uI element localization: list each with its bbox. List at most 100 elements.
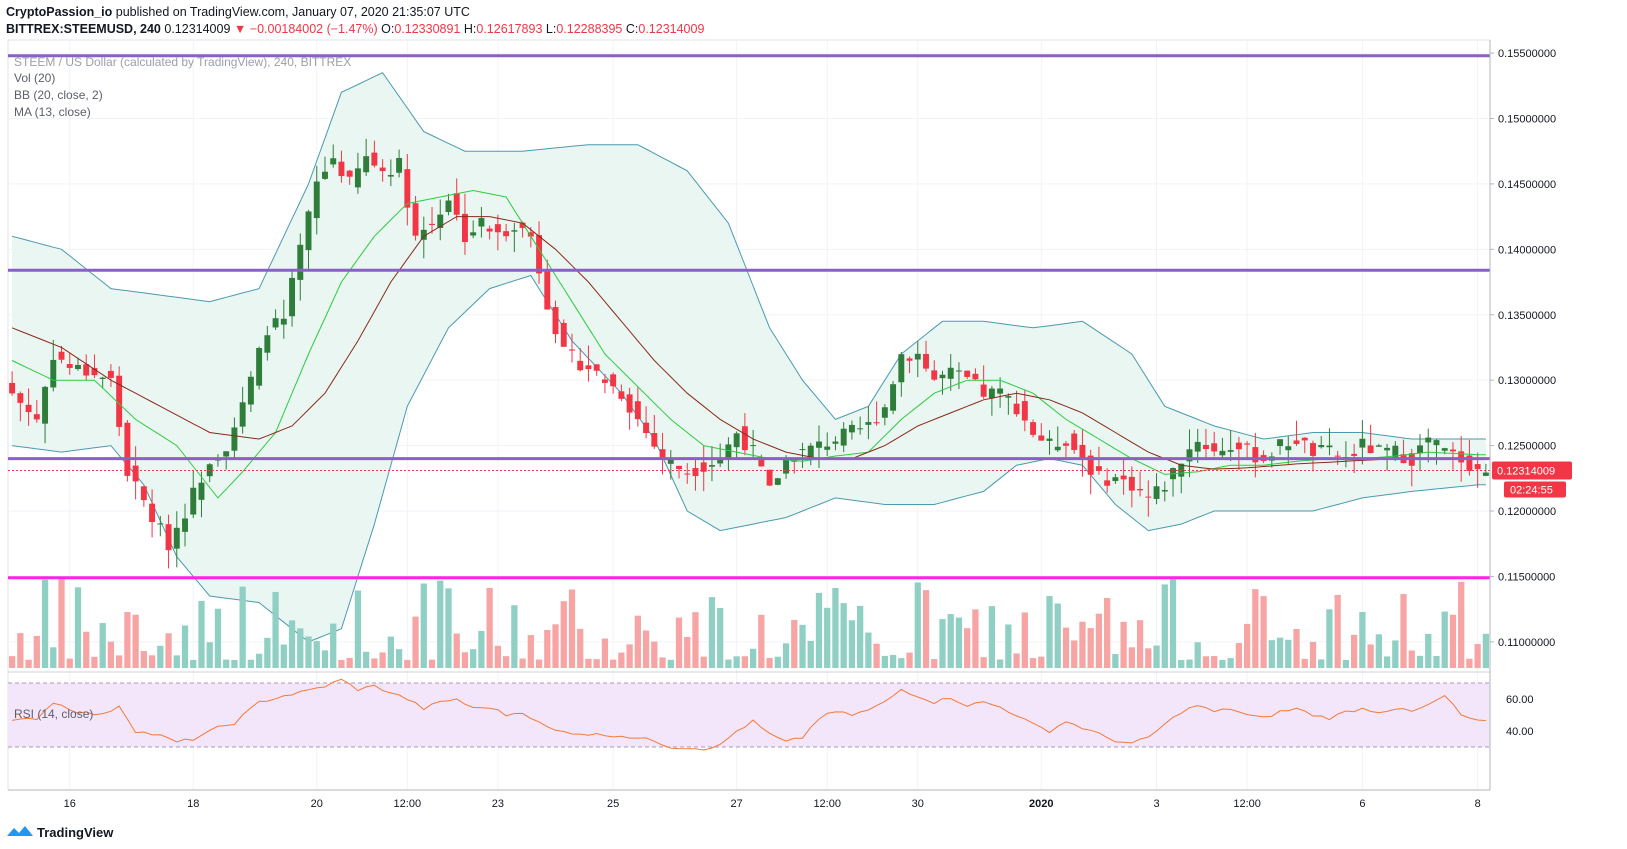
candle-body-174 (1441, 448, 1448, 451)
candle-body-131 (1087, 455, 1094, 475)
legend-bb: BB (20, close, 2) (14, 88, 103, 102)
volume-bar-16 (140, 651, 147, 668)
candle-127 (1054, 426, 1061, 452)
candle-body-88 (733, 433, 740, 448)
volume-bar-165 (1367, 644, 1374, 668)
candle-body-3 (33, 414, 40, 420)
countdown-tag (1504, 481, 1566, 498)
x-tick-label-11: 12:00 (1233, 798, 1261, 810)
x-tick-label-1: 18 (187, 798, 199, 810)
volume-bar-144 (1194, 642, 1201, 668)
volume-bar-146 (1211, 656, 1218, 668)
candle-159 (1318, 435, 1325, 449)
volume-bar-102 (848, 620, 856, 668)
candle-3 (33, 400, 40, 423)
candle-body-55 (461, 213, 468, 243)
ma13-line (11, 189, 1486, 499)
candle-body-57 (478, 218, 485, 227)
candle-body-47 (396, 158, 403, 173)
volume-bar-108 (898, 658, 905, 668)
volume-bar-143 (1186, 659, 1193, 668)
candle-133 (1104, 468, 1111, 493)
x-tick-label-12: 6 (1359, 798, 1365, 810)
candle-115 (955, 362, 962, 390)
candle-body-109 (906, 358, 913, 361)
candle-101 (840, 422, 847, 453)
candle-109 (906, 356, 913, 374)
volume-bar-40 (338, 659, 345, 668)
volume-bar-92 (766, 657, 773, 668)
candle-43 (363, 138, 370, 176)
volume-bar-147 (1219, 659, 1226, 668)
candle-body-68 (569, 349, 575, 351)
candle-102 (848, 420, 855, 440)
candle-55 (461, 193, 468, 255)
candle-13 (116, 366, 123, 437)
volume-bar-67 (560, 601, 567, 668)
volume-bar-77 (642, 630, 650, 668)
candle-body-83 (692, 468, 699, 477)
volume-bar-128 (1062, 627, 1070, 668)
volume-bar-41 (346, 657, 353, 668)
candle-body-176 (1458, 451, 1465, 463)
volume-bar-51 (428, 659, 436, 668)
candle-83 (692, 459, 699, 491)
candle-125 (1038, 423, 1045, 441)
candle-body-149 (1235, 442, 1242, 450)
candle-37 (313, 165, 320, 235)
candle-10 (91, 354, 98, 379)
candle-body-23 (198, 482, 205, 500)
candle-body-156 (1293, 440, 1300, 444)
candle-76 (634, 387, 641, 427)
candle-body-69 (577, 360, 584, 371)
volume-bar-142 (1178, 659, 1185, 668)
volume-bar-122 (1013, 653, 1020, 668)
volume-bar-163 (1351, 634, 1358, 668)
candle-85 (708, 446, 715, 482)
candle-body-132 (1095, 466, 1102, 471)
symbol[interactable]: BITTREX:STEEMUSD, 240 (6, 22, 161, 36)
volume-bar-35 (297, 628, 304, 668)
publisher-name[interactable]: CryptoPassion_io (6, 5, 113, 19)
candle-129 (1071, 430, 1078, 454)
candle-body-79 (659, 449, 666, 460)
candle-body-82 (684, 473, 691, 475)
candle-58 (486, 225, 493, 240)
candle-172 (1425, 428, 1432, 463)
candle-82 (684, 463, 691, 484)
candle-body-13 (116, 375, 123, 427)
candle-body-90 (750, 445, 757, 447)
candle-body-108 (898, 354, 905, 383)
candle-4 (42, 385, 49, 444)
volume-bar-158 (1309, 641, 1317, 668)
candle-body-145 (1202, 444, 1209, 450)
footer-brand[interactable]: TradingView (7, 824, 113, 840)
candle-body-172 (1425, 437, 1432, 443)
candle-body-44 (371, 152, 378, 166)
volume-bar-111 (922, 590, 930, 668)
candle-35 (297, 233, 304, 301)
bb-upper (11, 72, 1486, 440)
candle-79 (659, 432, 666, 475)
candle-23 (198, 471, 205, 518)
candle-body-97 (807, 445, 814, 459)
candle-80 (667, 449, 674, 480)
candle-111 (923, 340, 929, 372)
low-label: L: (545, 22, 557, 36)
rsi-tick-label-0: 60.00 (1506, 694, 1534, 706)
candle-112 (931, 360, 938, 382)
candle-body-29 (247, 376, 254, 405)
candle-165 (1367, 424, 1374, 454)
volume-bar-96 (799, 624, 806, 668)
candle-7 (66, 352, 73, 375)
symbol-line: BITTREX:STEEMUSD, 240 0.12314009 ▼ −0.00… (6, 22, 704, 36)
candle-body-18 (157, 523, 164, 525)
volume-bar-54 (453, 633, 460, 668)
candle-145 (1202, 428, 1209, 460)
volume-bar-18 (157, 645, 164, 668)
volume-bar-174 (1441, 611, 1448, 668)
volume-bar-173 (1433, 656, 1440, 668)
volume-bar-8 (74, 587, 82, 668)
volume-bar-22 (190, 659, 197, 668)
